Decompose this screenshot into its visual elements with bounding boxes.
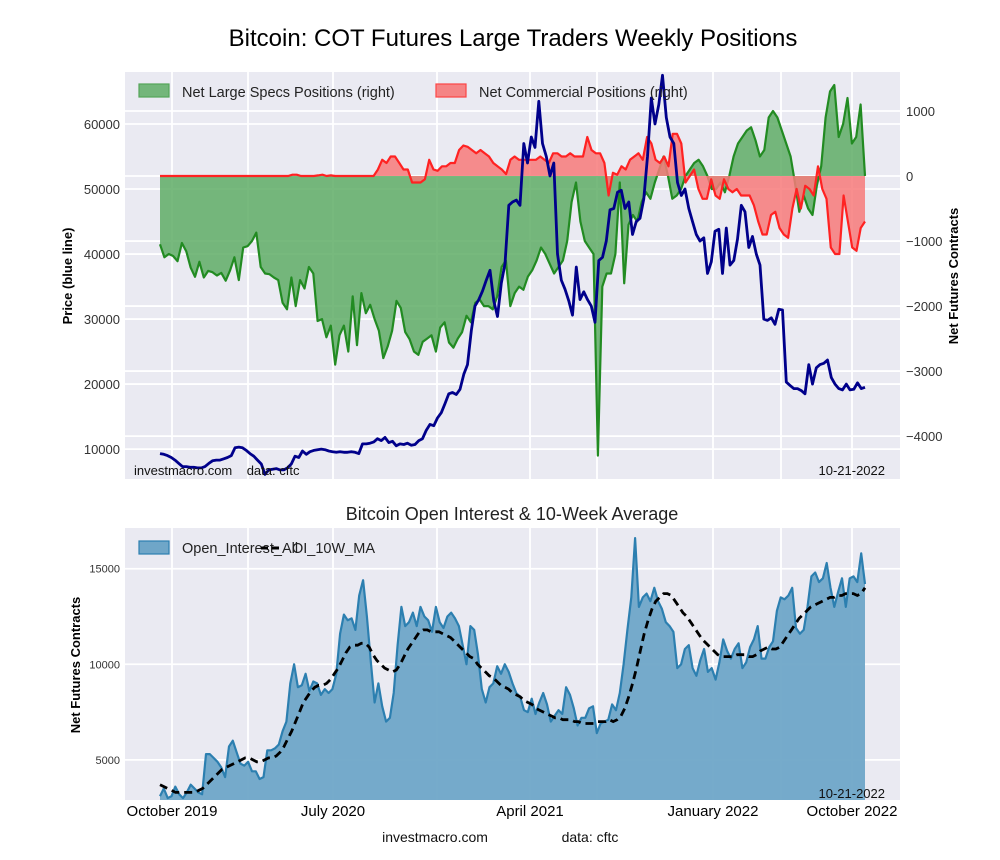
bottom-annotation-date: 10-21-2022 [819, 786, 886, 801]
right-y-tick-label: −2000 [906, 299, 943, 314]
bottom-y-axis-label: Net Futures Contracts [68, 597, 83, 734]
left-y-tick-label: 50000 [84, 182, 120, 197]
left-y-tick-label: 20000 [84, 377, 120, 392]
right-y-axis-label: Net Futures Contracts [946, 208, 961, 345]
x-tick-label: January 2022 [668, 803, 759, 820]
left-y-axis-label: Price (blue line) [60, 228, 75, 325]
legend-swatch-commercial [435, 83, 467, 98]
right-y-axis: −4000 −3000 −2000 −1000 0 1000 [906, 104, 943, 444]
specs-series [158, 83, 867, 457]
specs-area [160, 85, 865, 456]
legend-label-specs: Net Large Specs Positions (right) [182, 85, 395, 101]
bottom-chart-title: Bitcoin Open Interest & 10-Week Average [346, 504, 679, 524]
bottom-legend: Open_Interest_All OI_10W_MA [138, 540, 375, 557]
price-series [159, 73, 866, 476]
footer-site: investmacro.com [382, 829, 488, 845]
legend-swatch-specs [138, 83, 170, 98]
right-y-tick-label: 1000 [906, 104, 935, 119]
ma-line [159, 587, 867, 794]
open-interest-series [159, 537, 867, 800]
bottom-y-axis: 5000 10000 15000 [89, 564, 120, 767]
legend-label-open-interest: Open_Interest_All [182, 541, 298, 557]
left-y-tick-label: 30000 [84, 312, 120, 327]
bottom-y-tick-label: 5000 [96, 755, 120, 767]
left-y-tick-label: 10000 [84, 442, 120, 457]
legend-label-ma: OI_10W_MA [292, 541, 375, 557]
legend-label-commercial: Net Commercial Positions (right) [479, 85, 688, 101]
commercial-series [160, 132, 866, 256]
bottom-plot: 5000 10000 15000 October 2019 July 2020 Apri… [68, 528, 900, 820]
bottom-y-tick-label: 15000 [89, 564, 120, 576]
x-tick-label: October 2019 [127, 803, 218, 820]
x-tick-label: July 2020 [301, 803, 365, 820]
chart-title: Bitcoin: COT Futures Large Traders Weekl… [229, 25, 798, 52]
ma-series [159, 587, 867, 794]
right-y-tick-label: −1000 [906, 234, 943, 249]
right-y-tick-label: 0 [906, 169, 913, 184]
right-y-tick-label: −4000 [906, 429, 943, 444]
top-annotation-left: investmacro.com data: cftc [134, 463, 300, 478]
left-y-tick-label: 40000 [84, 247, 120, 262]
footer-source: data: cftc [562, 829, 619, 845]
price-line [159, 73, 866, 476]
left-y-axis: 10000 20000 30000 40000 50000 60000 [84, 117, 120, 457]
specs-line [158, 83, 867, 457]
right-y-tick-label: −3000 [906, 364, 943, 379]
commercial-line [160, 132, 866, 256]
x-tick-label: April 2021 [496, 803, 564, 820]
bottom-x-axis: October 2019 July 2020 April 2021 January 2… [127, 803, 898, 820]
top-annotation-date: 10-21-2022 [819, 463, 886, 478]
open-interest-area [160, 538, 865, 800]
left-y-tick-label: 60000 [84, 117, 120, 132]
bottom-y-tick-label: 10000 [89, 659, 120, 671]
legend-swatch-open-interest [138, 540, 170, 555]
x-tick-label: October 2022 [807, 803, 898, 820]
open-interest-line [159, 537, 867, 800]
top-legend: Net Large Specs Positions (right) Net Co… [138, 83, 688, 101]
